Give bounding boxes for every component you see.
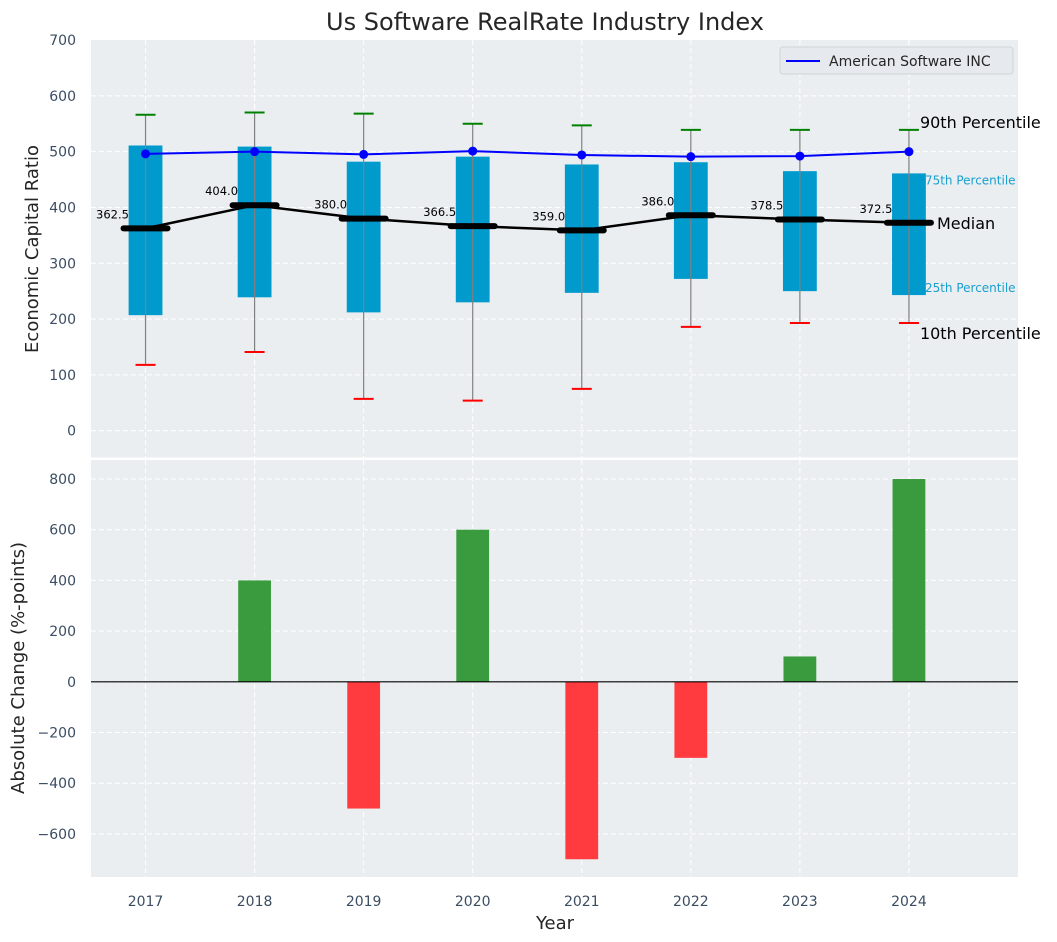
median-value-label: 386.0	[641, 194, 674, 208]
x-tick-label: 2017	[128, 894, 164, 910]
bottom-y-tick-label: −400	[38, 776, 76, 792]
x-tick-label: 2021	[564, 894, 600, 910]
top-y-tick-label: 400	[49, 200, 76, 216]
top-y-tick-label: 100	[49, 368, 76, 384]
company-point	[686, 152, 696, 162]
bar-negative	[347, 681, 381, 809]
top-plot-area	[91, 40, 1018, 458]
median-value-label: 404.0	[205, 184, 238, 198]
annotation-median: Median	[937, 214, 995, 233]
chart-title: Us Software RealRate Industry Index	[326, 8, 764, 36]
annotation-10th-percentile: 10th Percentile	[920, 324, 1041, 343]
x-tick-label: 2022	[673, 894, 709, 910]
bottom-plot-area	[91, 460, 1018, 877]
median-value-label: 378.5	[750, 198, 783, 212]
company-line	[145, 150, 909, 158]
bottom-y-tick-label: 200	[49, 624, 76, 640]
bar-positive	[783, 656, 817, 682]
annotation-75th-percentile: 75th Percentile	[925, 173, 1016, 187]
annotation-25th-percentile: 25th Percentile	[925, 281, 1016, 295]
top-y-tick-label: 600	[49, 89, 76, 105]
company-point	[468, 146, 478, 156]
bottom-y-tick-label: 600	[49, 523, 76, 539]
x-tick-label: 2018	[237, 894, 273, 910]
top-y-tick-label: 500	[49, 145, 76, 161]
bar-positive	[892, 479, 926, 682]
top-y-tick-label: 300	[49, 256, 76, 272]
median-value-label: 366.5	[423, 205, 456, 219]
bar-positive	[238, 580, 271, 682]
x-axis-label: Year	[535, 913, 575, 934]
bar-negative	[674, 681, 708, 758]
company-point	[250, 147, 260, 157]
bottom-y-tick-label: −600	[38, 827, 76, 843]
legend-box	[779, 46, 1014, 75]
bottom-y-tick-label: 800	[49, 472, 76, 488]
x-tick-label: 2024	[891, 894, 927, 910]
top-y-tick-label: 200	[49, 312, 76, 328]
top-y-ticks: 0 100 200 300 400 500 600 700	[49, 33, 76, 440]
bottom-y-ticks: −600 −400 −200 0 200 400 600 800	[38, 472, 76, 843]
top-y-tick-label: 700	[49, 33, 76, 49]
bar-negative	[565, 681, 599, 860]
median-value-label: 362.5	[96, 207, 129, 221]
legend-label-american-software: American Software INC	[829, 54, 991, 70]
x-tick-label: 2019	[346, 894, 382, 910]
top-y-tick-label: 0	[67, 424, 76, 440]
x-tick-label: 2023	[782, 894, 818, 910]
percentile-annotations: 90th Percentile 75th Percentile Median 2…	[920, 113, 1041, 343]
company-point	[577, 150, 587, 160]
bottom-y-tick-label: 0	[67, 675, 76, 691]
bottom-y-tick-label: −200	[38, 726, 76, 742]
company-point	[141, 149, 151, 159]
median-value-label: 372.5	[859, 202, 892, 216]
bottom-marks	[91, 479, 1018, 860]
legend[interactable]: American Software INC	[779, 46, 1014, 75]
annotation-90th-percentile: 90th Percentile	[920, 113, 1041, 132]
median-value-label: 359.0	[532, 209, 565, 223]
company-point	[795, 151, 805, 161]
median-value-label: 380.0	[314, 198, 347, 212]
company-point	[359, 149, 369, 159]
company-point	[904, 147, 914, 157]
x-ticks: 2017 2018 2019 2020 2021 2022 2023 2024	[128, 894, 927, 910]
top-y-axis-label: Economic Capital Ratio	[22, 145, 43, 353]
top-marks: 362.5 404.0 380.0 366.5 359.0 386.0 378.5 372.5	[96, 111, 934, 402]
bottom-y-tick-label: 400	[49, 573, 76, 589]
bar-positive	[456, 529, 490, 682]
bottom-y-axis-label: Absolute Change (%-points)	[8, 542, 29, 794]
x-tick-label: 2020	[455, 894, 491, 910]
